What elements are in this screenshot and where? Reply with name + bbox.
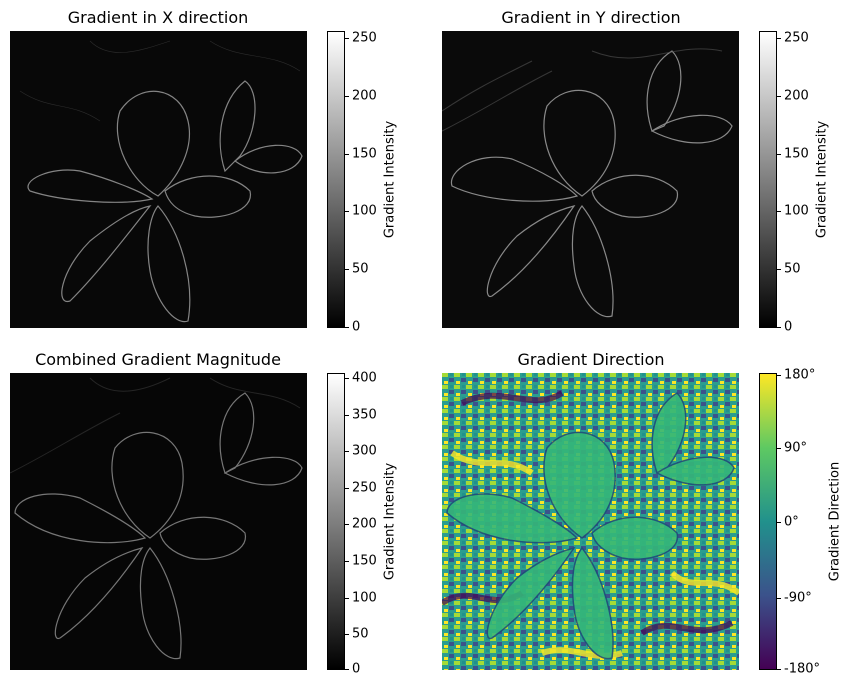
colorbar-label: Gradient Direction [827,461,843,582]
tick-label: 180° [784,367,816,383]
colorbar [759,31,777,328]
panel-title: Gradient Direction [517,350,665,369]
tick-label: 200 [784,88,809,104]
tick-label: 300 [352,443,377,459]
colorbar [327,373,345,670]
colorbar-label: Gradient Intensity [382,462,398,581]
tick-label: 0° [784,514,799,530]
tick-label: -90° [784,590,812,606]
tick-label: 200 [352,88,377,104]
tick-label: 0 [784,319,793,335]
tick-label: 100 [352,203,377,219]
tick-label: 0 [352,661,361,677]
tick-label: 150 [352,553,377,569]
gradient-direction-image [442,373,739,670]
panel-title: Combined Gradient Magnitude [35,350,281,369]
panel-title: Gradient in X direction [67,8,249,27]
tick-label: 50 [784,261,801,277]
colorbar-label: Gradient Intensity [814,120,830,239]
panel-title: Gradient in Y direction [501,8,681,27]
colorbar-label: Gradient Intensity [382,120,398,239]
tick-label: 150 [784,146,809,162]
tick-label: 90° [784,440,808,456]
colorbar [327,31,345,328]
tick-label: 0 [352,319,361,335]
colorbar [759,373,777,670]
tick-label: 200 [352,516,377,532]
tick-label: 50 [352,626,369,642]
tick-label: 250 [352,30,377,46]
tick-label: 400 [352,370,377,386]
tick-label: 250 [352,480,377,496]
tick-label: -180° [784,661,821,677]
tick-label: 100 [352,590,377,606]
gradient-magnitude-image [10,373,307,670]
gradient-x-image [10,31,307,328]
tick-label: 50 [352,261,369,277]
tick-label: 350 [352,407,377,423]
gradient-y-image [442,31,739,328]
tick-label: 250 [784,30,809,46]
tick-label: 100 [784,203,809,219]
tick-label: 150 [352,146,377,162]
